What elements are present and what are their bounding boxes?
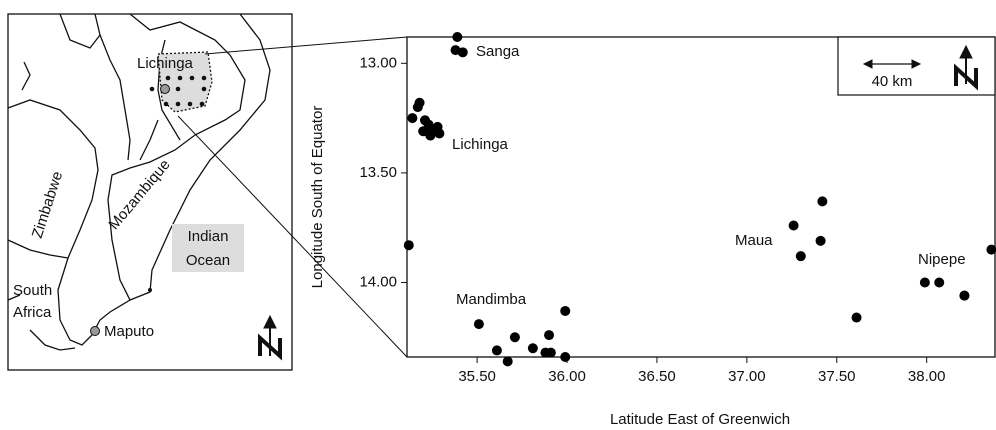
annotation: Nipepe — [918, 251, 966, 268]
point — [817, 196, 828, 207]
point — [545, 347, 556, 358]
point — [509, 332, 520, 343]
map-label: Indian — [188, 228, 229, 245]
point — [919, 277, 930, 288]
map — [7, 13, 293, 371]
connector — [204, 36, 408, 55]
scale-bar — [862, 44, 978, 91]
point — [434, 128, 445, 139]
point — [491, 345, 502, 356]
scale-label: 40 km — [872, 73, 913, 90]
point — [452, 32, 463, 42]
point — [986, 244, 996, 255]
map-label: Maputo — [104, 323, 154, 340]
point — [795, 251, 806, 262]
map-label: Africa — [13, 304, 52, 321]
annotation: Lichinga — [452, 136, 509, 153]
x-tick-label: 38.00 — [908, 368, 946, 385]
point — [425, 130, 436, 141]
point — [560, 305, 571, 316]
y-axis-label: Longitude South of Equator — [309, 106, 326, 289]
plot-frame — [406, 36, 996, 358]
map-label: Lichinga — [137, 55, 194, 72]
x-tick-label: 35.50 — [458, 368, 496, 385]
point — [407, 113, 418, 124]
point — [457, 47, 468, 58]
x-tick-label: 36.50 — [638, 368, 676, 385]
point — [934, 277, 945, 288]
annotation: Maua — [735, 232, 773, 249]
point — [403, 240, 414, 251]
y-tick-label: 13.50 — [359, 164, 397, 181]
map-points — [90, 75, 207, 336]
y-tick-label: 14.00 — [359, 273, 397, 290]
point — [959, 290, 970, 301]
map-label: Ocean — [186, 252, 230, 269]
point — [788, 220, 799, 231]
point — [815, 235, 826, 246]
point — [544, 330, 555, 341]
x-tick-label: 36.00 — [548, 368, 586, 385]
y-tick-label: 13.00 — [359, 54, 397, 71]
north-arrow — [258, 314, 282, 361]
annotation: Mandimba — [456, 291, 527, 308]
point — [412, 102, 423, 113]
x-axis-label: Latitude East of Greenwich — [610, 411, 790, 428]
point — [418, 126, 429, 137]
map-label: South — [13, 282, 52, 299]
point — [502, 356, 513, 367]
connector — [177, 115, 408, 358]
x-tick-label: 37.50 — [818, 368, 856, 385]
point — [527, 343, 538, 354]
x-tick-label: 37.00 — [728, 368, 766, 385]
point — [473, 319, 484, 330]
point — [851, 312, 862, 323]
point — [560, 352, 571, 362]
annotation: Sanga — [476, 43, 520, 60]
